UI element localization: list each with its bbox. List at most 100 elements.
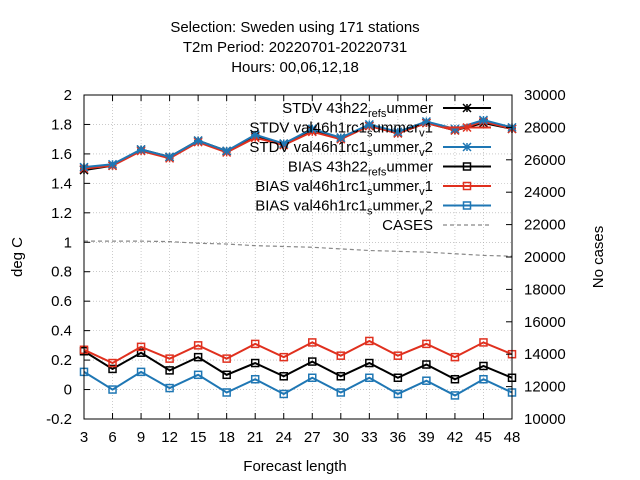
data-point bbox=[279, 389, 288, 399]
y-tick-label: 1 bbox=[64, 234, 72, 251]
data-point bbox=[222, 146, 232, 156]
y2-tick-label: 14000 bbox=[524, 346, 566, 363]
y-tick-label: 1.4 bbox=[51, 175, 72, 192]
data-point bbox=[393, 389, 403, 399]
series-line bbox=[83, 118, 513, 169]
data-point bbox=[479, 338, 488, 347]
legend-item: STDV val46h1rc1summerv2 bbox=[249, 139, 491, 159]
data-point bbox=[336, 133, 346, 143]
data-point bbox=[136, 348, 146, 357]
data-point bbox=[222, 354, 231, 363]
data-point bbox=[462, 162, 472, 171]
data-point bbox=[365, 358, 374, 368]
y2-tick-label: 28000 bbox=[524, 119, 566, 136]
data-point bbox=[165, 366, 174, 375]
x-tick-label: 45 bbox=[475, 429, 492, 446]
y-tick-label: 0.8 bbox=[51, 264, 72, 281]
x-tick-label: 21 bbox=[247, 429, 264, 446]
title-line-1: Selection: Sweden using 171 stations bbox=[170, 19, 419, 36]
y-tick-label: 0 bbox=[64, 382, 72, 399]
y2-tick-label: 12000 bbox=[524, 379, 566, 396]
data-point bbox=[279, 372, 288, 381]
data-point bbox=[462, 201, 472, 210]
series-line bbox=[83, 120, 513, 170]
data-point bbox=[165, 152, 175, 162]
x-tick-label: 12 bbox=[161, 429, 178, 446]
legend-item: BIAS val46h1rc1summerv2 bbox=[255, 198, 491, 218]
data-point bbox=[279, 352, 288, 362]
data-point bbox=[364, 119, 374, 129]
data-point bbox=[450, 391, 460, 400]
y2-tick-label: 20000 bbox=[524, 249, 566, 266]
data-point bbox=[336, 351, 346, 360]
series-7 bbox=[84, 240, 513, 257]
series-line bbox=[83, 339, 513, 365]
x-tick-label: 18 bbox=[218, 429, 235, 446]
data-point bbox=[250, 130, 260, 140]
chart-title: Selection: Sweden using 171 stations T2m… bbox=[170, 19, 419, 76]
data-point bbox=[250, 358, 260, 368]
x-tick-label: 3 bbox=[80, 429, 88, 446]
data-point bbox=[222, 388, 231, 397]
legend-label: CASES bbox=[382, 217, 433, 234]
legend-item: BIAS val46h1rc1summerv1 bbox=[255, 178, 491, 198]
series-4 bbox=[79, 347, 517, 384]
y2-tick-label: 22000 bbox=[524, 217, 566, 234]
data-point bbox=[479, 361, 488, 371]
data-point bbox=[136, 342, 146, 352]
x-tick-label: 24 bbox=[275, 429, 292, 446]
x-axis: 3 6 9 12 15 18 21 24 27 30 33 36 39 42 45 48 bbox=[80, 95, 520, 446]
data-point bbox=[308, 338, 317, 347]
y-axis-label: deg C bbox=[9, 237, 26, 277]
data-point bbox=[250, 374, 260, 384]
series-line bbox=[83, 370, 513, 397]
x-axis-label: Forecast length bbox=[243, 458, 346, 475]
legend-item: STDV 43h22refsummer bbox=[282, 100, 491, 120]
data-point bbox=[478, 115, 488, 125]
x-tick-label: 6 bbox=[108, 429, 116, 446]
legend-label: BIAS val46h1rc1summerv2 bbox=[255, 198, 433, 218]
data-point bbox=[193, 341, 203, 350]
series-5 bbox=[79, 336, 517, 368]
data-point bbox=[462, 142, 472, 152]
y-tick-label: 0.4 bbox=[51, 323, 72, 340]
legend-item: STDV val46h1rc1summerv1 bbox=[249, 120, 491, 140]
data-point bbox=[193, 136, 203, 146]
series-line bbox=[84, 240, 513, 257]
y-tick-label: 1.8 bbox=[51, 116, 72, 133]
x-tick-label: 42 bbox=[447, 429, 464, 446]
legend-label: STDV val46h1rc1summerv2 bbox=[249, 139, 433, 159]
data-point bbox=[422, 360, 431, 369]
data-point bbox=[193, 370, 203, 380]
legend-item: CASES bbox=[382, 217, 491, 234]
series-line bbox=[83, 350, 513, 381]
y2-tick-label: 10000 bbox=[524, 411, 566, 428]
data-point bbox=[365, 336, 374, 346]
data-point bbox=[165, 354, 174, 363]
data-point bbox=[308, 373, 317, 383]
data-point bbox=[136, 144, 146, 155]
data-point bbox=[393, 373, 403, 383]
y-tick-label: 1.2 bbox=[51, 205, 72, 222]
legend-label: BIAS val46h1rc1summerv1 bbox=[255, 178, 433, 198]
data-point bbox=[462, 181, 472, 191]
legend-label: BIAS 43h22refsummer bbox=[288, 159, 433, 179]
y2-tick-label: 26000 bbox=[524, 152, 566, 169]
x-tick-label: 30 bbox=[332, 429, 349, 446]
y2-tick-label: 30000 bbox=[524, 87, 566, 104]
data-point bbox=[307, 124, 317, 134]
data-point bbox=[393, 351, 403, 360]
data-point bbox=[108, 364, 117, 374]
data-point bbox=[136, 367, 146, 377]
data-point bbox=[250, 339, 260, 349]
data-point bbox=[308, 357, 317, 366]
y-axis-right: 10000 12000 14000 16000 18000 20000 22000 24000… bbox=[506, 87, 566, 428]
data-point bbox=[479, 374, 488, 384]
x-tick-label: 36 bbox=[390, 429, 407, 446]
data-point bbox=[422, 376, 431, 385]
data-point bbox=[450, 374, 460, 384]
x-tick-label: 15 bbox=[190, 429, 207, 446]
x-tick-label: 27 bbox=[304, 429, 321, 446]
y2-tick-label: 18000 bbox=[524, 281, 566, 298]
